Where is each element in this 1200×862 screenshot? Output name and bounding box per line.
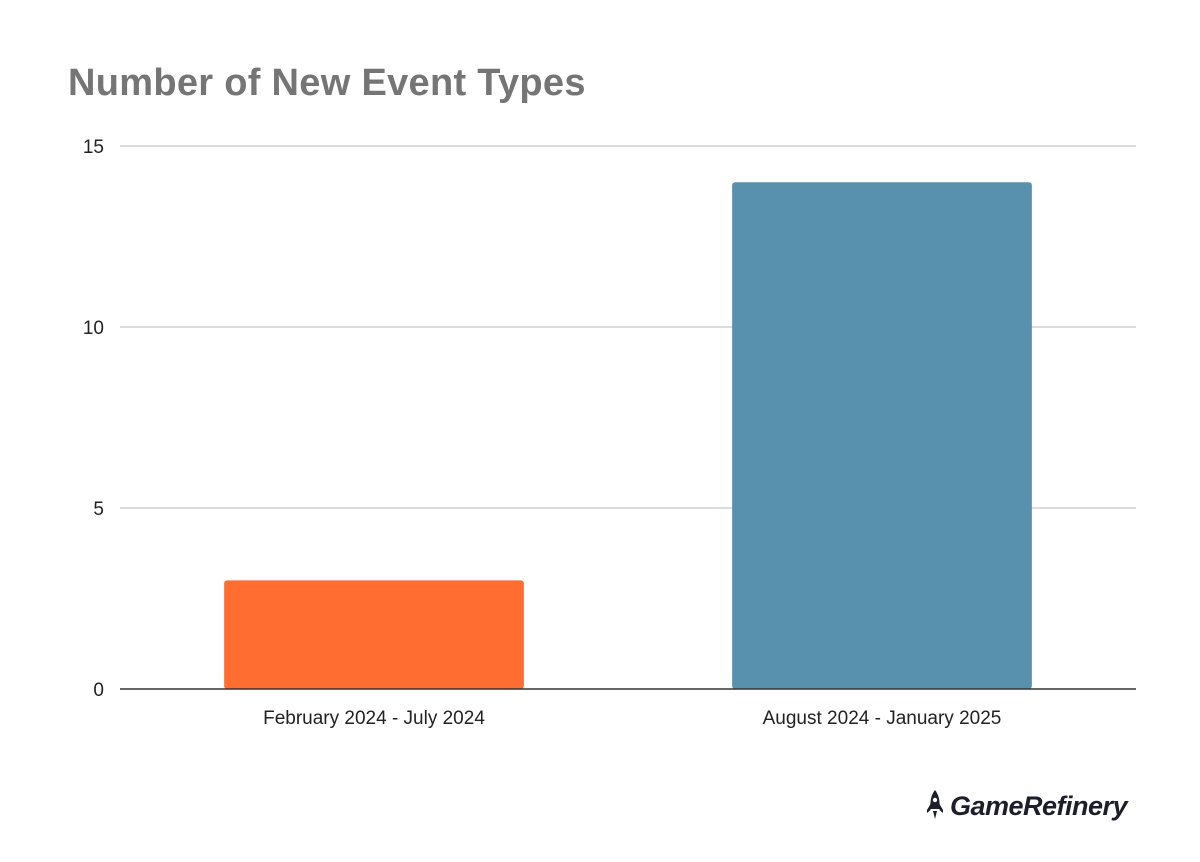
y-tick-label: 0: [93, 680, 104, 701]
x-category-label: August 2024 - January 2025: [763, 708, 1002, 729]
brand-name: GameRefinery: [950, 790, 1128, 821]
y-tick-label: 10: [83, 318, 104, 339]
bar: [732, 182, 1032, 689]
rocket-icon: [927, 790, 943, 819]
brand-logo: GameRefinery: [926, 786, 1128, 826]
bar: [224, 580, 524, 689]
chart-title: Number of New Event Types: [68, 62, 586, 104]
y-tick-label: 15: [83, 137, 104, 158]
x-category-label: February 2024 - July 2024: [263, 708, 485, 729]
y-tick-label: 5: [93, 499, 104, 520]
